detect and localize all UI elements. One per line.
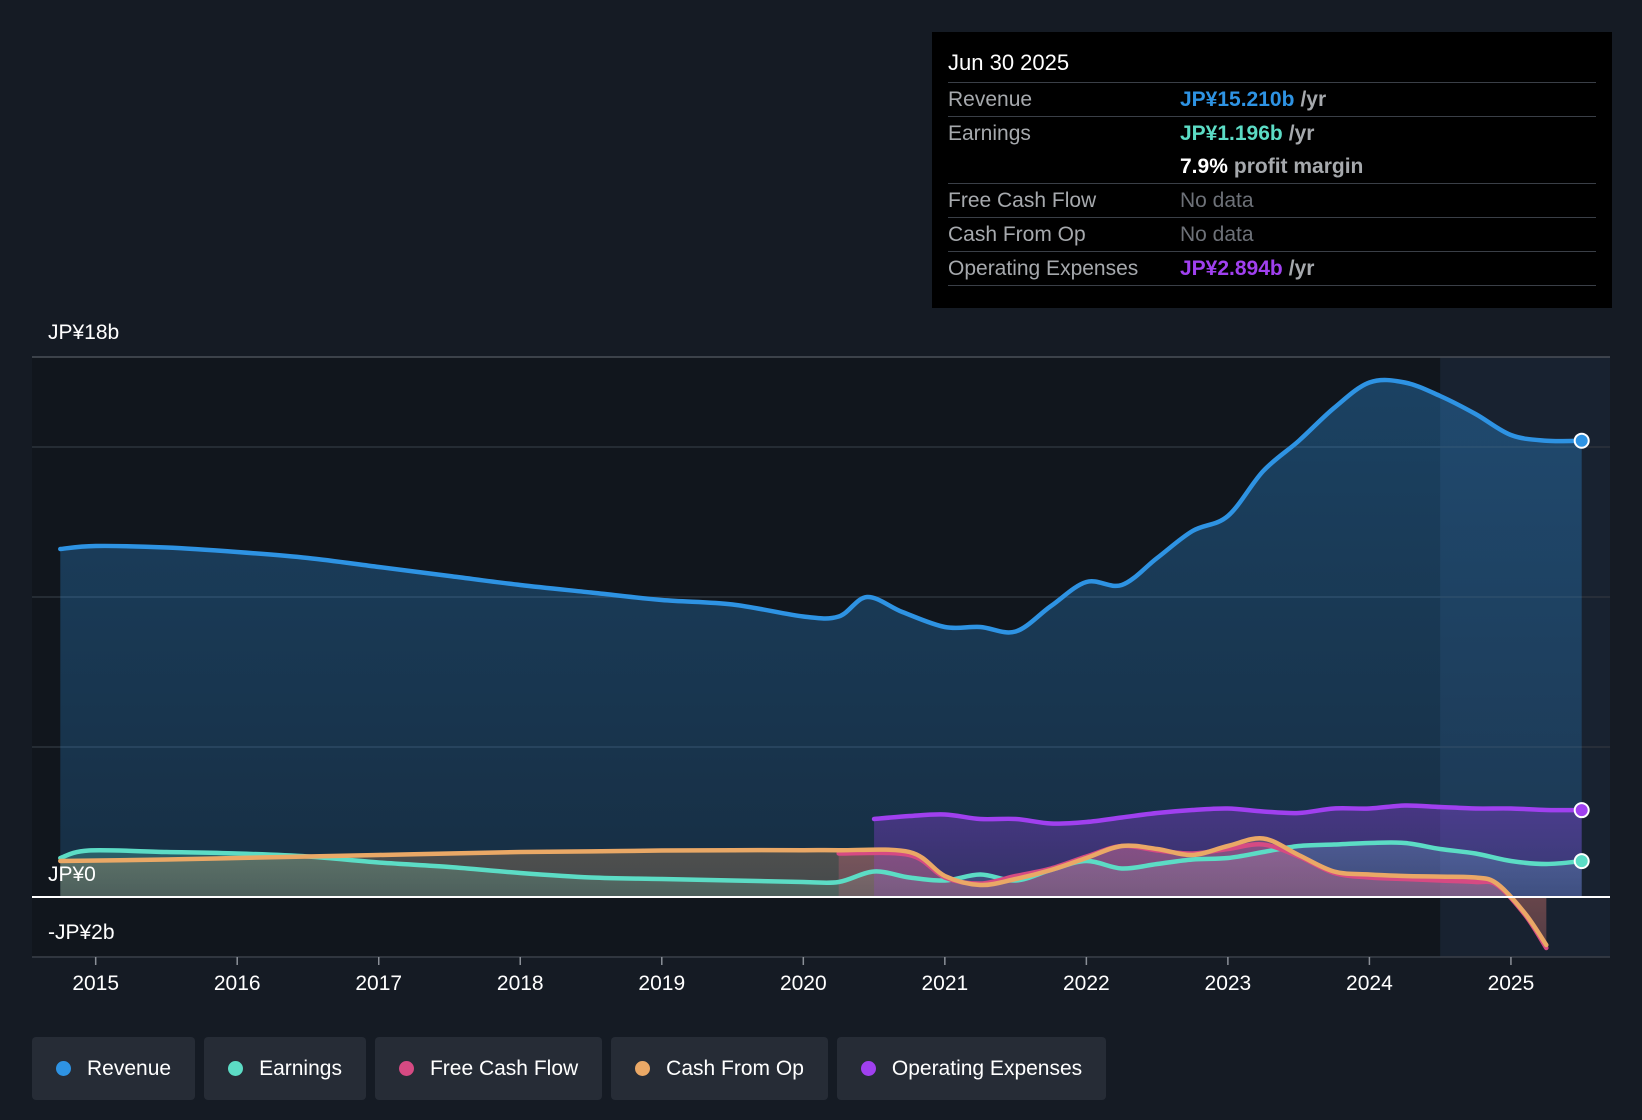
legend-item-free-cash-flow[interactable]: Free Cash Flow	[374, 1037, 603, 1100]
tooltip-earnings-label: Earnings	[948, 122, 1031, 145]
x-axis-ticks: 2015 2016 2017 2018 2019 2020 2021 2022 2023 2024…	[72, 957, 1534, 995]
tooltip-revenue-unit: /yr	[1300, 88, 1327, 111]
tooltip-revenue-label: Revenue	[948, 88, 1033, 111]
legend-item-earnings[interactable]: Earnings	[204, 1037, 366, 1100]
legend-dot-operating-expenses	[860, 1061, 876, 1076]
y-axis-label-bottom: -JP¥2b	[48, 921, 115, 944]
series-lines	[32, 377, 1610, 951]
legend-label-revenue: Revenue	[87, 1056, 172, 1080]
tooltip-cfo-value: No data	[1180, 223, 1254, 246]
tooltip-row-fcf: Free Cash Flow No data	[948, 184, 1596, 218]
x-tick-label-2018: 2018	[497, 972, 544, 995]
legend-item-revenue[interactable]: Revenue	[32, 1037, 196, 1100]
legend-item-cash-from-op[interactable]: Cash From Op	[611, 1037, 828, 1100]
legend-item-operating-expenses[interactable]: Operating Expenses	[836, 1037, 1107, 1100]
y-axis-label-top: JP¥18b	[48, 321, 119, 344]
tooltip-earnings-value: JP¥1.196b	[1180, 122, 1283, 145]
x-tick-label-2019: 2019	[638, 972, 685, 995]
legend-dot-revenue	[56, 1061, 71, 1076]
legend-label-cash-from-op: Cash From Op	[666, 1056, 804, 1080]
revenue-line	[58, 377, 1584, 635]
cash-from-op-line	[58, 836, 1549, 948]
x-tick-label-2017: 2017	[355, 972, 402, 995]
chart-legend: Revenue Earnings Free Cash Flow Cash Fro…	[32, 1037, 1107, 1100]
tooltip-earnings-unit: /yr	[1288, 122, 1315, 145]
legend-dot-cash-from-op	[635, 1061, 651, 1076]
operating-expenses-line	[871, 803, 1584, 826]
tooltip-fcf-label: Free Cash Flow	[948, 189, 1097, 212]
x-tick-label-2016: 2016	[214, 972, 261, 995]
x-tick-label-2024: 2024	[1346, 972, 1393, 995]
series-end-markers	[1573, 432, 1590, 870]
tooltip-margin-value: 7.9%	[1180, 155, 1228, 178]
legend-label-operating-expenses: Operating Expenses	[891, 1056, 1083, 1080]
tooltip-panel: Jun 30 2025 Revenue JP¥15.210b/yr Earnin…	[932, 32, 1612, 308]
tooltip-opex-value: JP¥2.894b	[1180, 257, 1283, 280]
tooltip-opex-unit: /yr	[1288, 257, 1315, 280]
x-tick-label-2023: 2023	[1205, 972, 1252, 995]
x-tick-label-2015: 2015	[72, 972, 119, 995]
y-axis-label-zero: JP¥0	[48, 863, 96, 886]
revenue-end-marker	[1573, 432, 1590, 449]
x-tick-label-2022: 2022	[1063, 972, 1110, 995]
earnings-line	[58, 840, 1584, 886]
legend-label-earnings: Earnings	[259, 1056, 342, 1080]
legend-label-free-cash-flow: Free Cash Flow	[429, 1056, 579, 1080]
tooltip-fcf-value: No data	[1180, 189, 1254, 212]
tooltip-opex-label: Operating Expenses	[948, 257, 1139, 280]
tooltip-row-revenue: Revenue JP¥15.210b/yr	[948, 83, 1596, 117]
tooltip-margin-label: profit margin	[1233, 155, 1364, 178]
x-tick-label-2021: 2021	[921, 972, 968, 995]
tooltip-revenue-value: JP¥15.210b	[1180, 88, 1295, 111]
earnings-end-marker	[1573, 853, 1590, 870]
financial-chart: JP¥18b JP¥0 -JP¥2b 2015 2016 2017 2018 2019 2…	[32, 321, 1610, 995]
tooltip-cfo-label: Cash From Op	[948, 223, 1086, 246]
legend-dot-earnings	[228, 1061, 244, 1076]
x-tick-label-2025: 2025	[1488, 972, 1535, 995]
x-tick-label-2020: 2020	[780, 972, 827, 995]
revenue-area	[60, 380, 1582, 897]
legend-dot-free-cash-flow	[398, 1061, 414, 1076]
tooltip-row-cfo: Cash From Op No data	[948, 218, 1596, 252]
tooltip-row-margin: 7.9% profit margin	[948, 150, 1596, 184]
tooltip-row-opex: Operating Expenses JP¥2.894b/yr	[948, 252, 1596, 286]
tooltip-row-earnings: Earnings JP¥1.196b/yr	[948, 117, 1596, 150]
tooltip-date: Jun 30 2025	[948, 48, 1596, 83]
operating-expenses-end-marker	[1573, 802, 1590, 819]
